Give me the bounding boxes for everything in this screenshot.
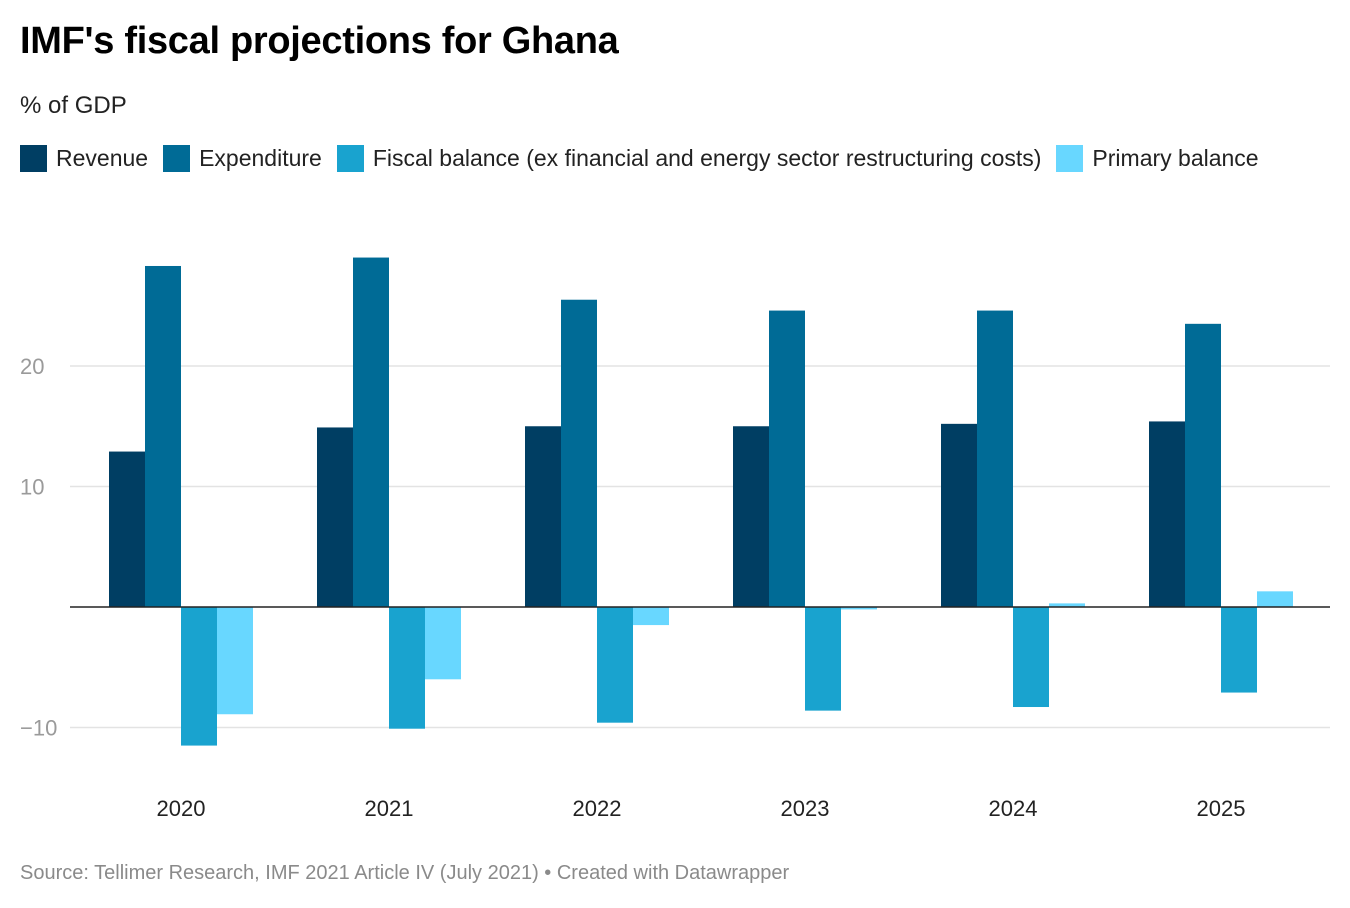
- y-tick-label: 20: [20, 354, 44, 379]
- bar-primary-2023: [841, 607, 877, 610]
- source-footer: Source: Tellimer Research, IMF 2021 Arti…: [20, 862, 790, 884]
- bar-expenditure-2022: [561, 299, 597, 607]
- legend-label: Primary balance: [1092, 145, 1259, 171]
- bar-primary-2021: [425, 607, 461, 680]
- legend-label: Revenue: [56, 145, 149, 171]
- legend-item: Expenditure: [163, 145, 322, 172]
- bar-expenditure-2023: [769, 310, 805, 607]
- legend: Revenue Expenditure Fiscal balance (ex fin…: [20, 145, 1274, 172]
- bar-revenue-2021: [317, 427, 353, 607]
- legend-swatch: [1056, 145, 1084, 172]
- chart-title: IMF's fiscal projections for Ghana: [20, 20, 619, 62]
- legend-item: Primary balance: [1056, 145, 1259, 172]
- bar-primary-2025: [1257, 591, 1293, 607]
- x-tick-label: 2024: [989, 796, 1038, 821]
- bar-expenditure-2024: [977, 310, 1013, 607]
- x-tick-label: 2023: [781, 796, 830, 821]
- x-tick-label: 2025: [1197, 796, 1246, 821]
- bar-revenue-2025: [1149, 421, 1185, 607]
- legend-label: Expenditure: [199, 145, 322, 171]
- bar-fiscal-2024: [1013, 607, 1049, 708]
- bar-primary-2020: [217, 607, 253, 715]
- legend-swatch: [20, 145, 47, 172]
- bar-revenue-2020: [109, 451, 145, 607]
- legend-item: Revenue: [20, 145, 148, 172]
- bar-fiscal-2020: [181, 607, 217, 746]
- bar-expenditure-2020: [145, 265, 181, 607]
- bar-revenue-2023: [733, 426, 769, 607]
- legend-item: Fiscal balance (ex financial and energy …: [336, 145, 1042, 172]
- x-tick-label: 2020: [157, 796, 206, 821]
- bar-expenditure-2025: [1185, 323, 1221, 607]
- bar-fiscal-2021: [389, 607, 425, 729]
- bar-expenditure-2021: [353, 257, 389, 607]
- bar-primary-2024: [1049, 603, 1085, 607]
- bar-chart: 20 10 −10 2020 2021 2022 2023 2024 2025: [20, 257, 1330, 821]
- bar-fiscal-2023: [805, 607, 841, 711]
- bar-revenue-2024: [941, 423, 977, 607]
- bar-fiscal-2025: [1221, 607, 1257, 693]
- x-tick-label: 2022: [573, 796, 622, 821]
- legend-swatch: [336, 145, 364, 172]
- chart-subtitle: % of GDP: [20, 92, 127, 119]
- bar-primary-2022: [633, 607, 669, 626]
- bar-revenue-2022: [525, 426, 561, 607]
- x-tick-label: 2021: [365, 796, 414, 821]
- y-tick-label: 10: [20, 475, 44, 500]
- legend-label: Fiscal balance (ex financial and energy …: [372, 145, 1042, 171]
- legend-swatch: [163, 145, 191, 172]
- y-tick-label: −10: [20, 716, 57, 741]
- bar-fiscal-2022: [597, 607, 633, 723]
